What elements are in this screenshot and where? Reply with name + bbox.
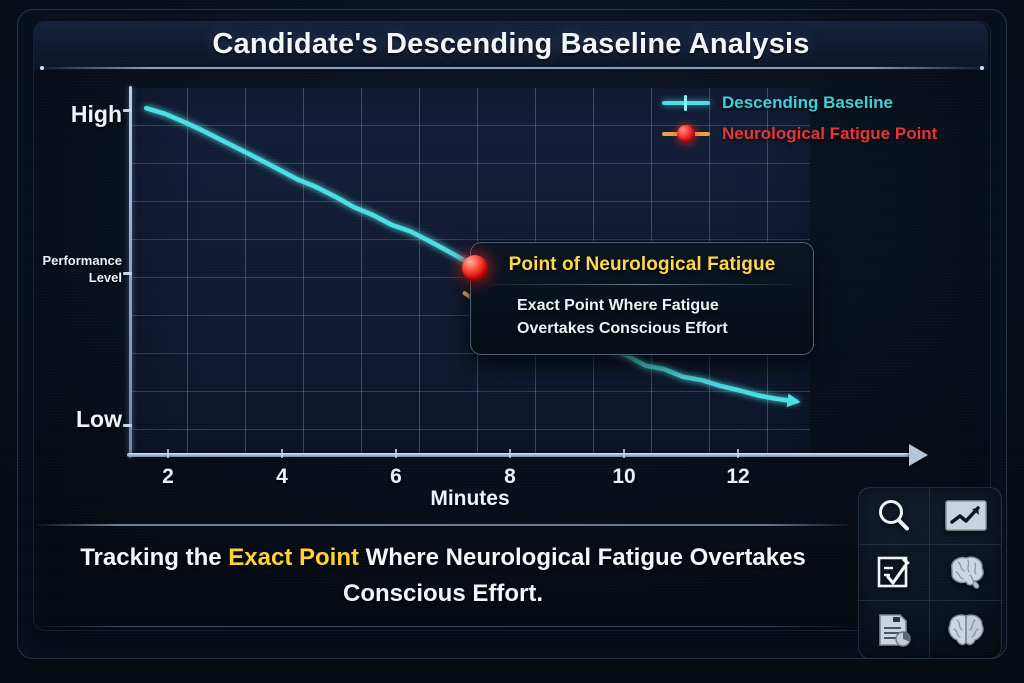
caption-divider <box>37 524 849 526</box>
y-axis-title-line2: Level <box>88 270 122 285</box>
x-tick-label: 10 <box>612 465 636 488</box>
brain-side-icon <box>950 556 984 590</box>
x-tick-mark <box>623 449 625 458</box>
legend-label: Descending Baseline <box>722 93 894 112</box>
series-end-arrow-icon <box>786 393 801 408</box>
x-tick-label: 12 <box>726 465 750 488</box>
caption-text: Tracking the Exact Point Where Neurologi… <box>40 540 846 612</box>
caption-bottom-divider <box>37 626 849 627</box>
x-tick-mark <box>509 449 511 458</box>
caption-highlight: Exact Point <box>228 544 359 571</box>
tooltip-body: Exact Point Where Fatigue Overtakes Cons… <box>487 294 797 340</box>
caption-prefix: Tracking the <box>80 544 229 571</box>
icon-cell-document-report[interactable] <box>859 601 930 658</box>
y-label-low: Low <box>76 406 122 432</box>
y-axis-title: Performance Level <box>0 252 122 286</box>
icon-cell-brain-top[interactable] <box>930 601 1001 658</box>
brain-top-icon <box>947 613 984 645</box>
x-tick-label: 4 <box>276 465 288 488</box>
x-tick-mark <box>737 449 739 458</box>
dot-marker-red-icon <box>662 125 710 143</box>
line-marker-cyan-icon <box>662 95 710 111</box>
icon-cell-magnifier[interactable] <box>859 488 930 545</box>
chart-legend: Descending Baseline Neurological Fatigue… <box>662 88 972 150</box>
x-axis-title: Minutes <box>430 487 510 510</box>
header-band <box>34 22 988 70</box>
x-tick-mark <box>281 449 283 458</box>
y-label-high: High <box>70 101 122 127</box>
tooltip-title: Point of Neurological Fatigue <box>508 254 776 275</box>
line-chart-icon <box>944 500 987 531</box>
x-axis-line <box>127 453 913 457</box>
header-divider <box>40 66 984 70</box>
icon-cell-brain-side[interactable] <box>930 545 1001 602</box>
tooltip-body-line1: Exact Point Where Fatigue <box>517 297 719 314</box>
x-tick-mark <box>167 449 169 458</box>
legend-item-descending-baseline[interactable]: Descending Baseline <box>662 88 972 119</box>
x-tick-label: 6 <box>390 465 402 488</box>
y-tick-low <box>123 424 132 427</box>
icon-cell-clipboard-check[interactable] <box>859 544 930 602</box>
icon-cell-line-chart[interactable] <box>930 488 1001 545</box>
legend-item-neurological-fatigue-point[interactable]: Neurological Fatigue Point <box>662 119 972 150</box>
y-tick-mid <box>123 272 132 275</box>
magnifier-icon <box>879 499 909 531</box>
icon-panel <box>858 487 1002 659</box>
document-report-icon <box>879 613 911 647</box>
x-tick-label: 2 <box>162 465 174 488</box>
tooltip-body-line2: Overtakes Conscious Effort <box>517 320 728 337</box>
caption-suffix: Where Neurological Fatigue Overtakes Con… <box>342 544 806 607</box>
fatigue-tooltip: Point of Neurological Fatigue Exact Poin… <box>470 242 814 355</box>
x-tick-mark <box>395 449 397 458</box>
x-tick-label: 8 <box>504 465 516 488</box>
neurological-fatigue-point-marker[interactable] <box>462 255 489 282</box>
tooltip-divider <box>491 284 793 285</box>
x-axis-arrow-icon <box>909 444 928 466</box>
y-tick-high <box>123 109 132 112</box>
y-axis-title-line1: Performance <box>42 253 122 268</box>
clipboard-check-icon <box>877 557 910 588</box>
page-title: Candidate's Descending Baseline Analysis <box>212 28 810 60</box>
legend-label: Neurological Fatigue Point <box>722 124 938 143</box>
